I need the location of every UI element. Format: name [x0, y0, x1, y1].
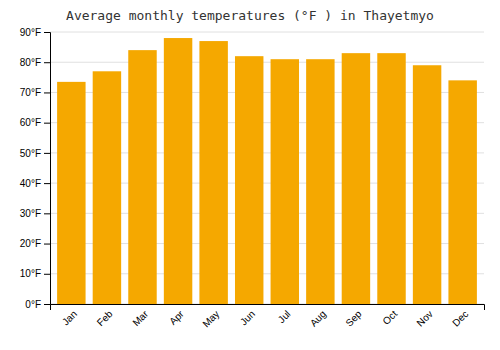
x-tick-label: Oct	[381, 308, 400, 327]
x-tick: Feb	[95, 308, 115, 328]
y-tick: 30°F	[20, 208, 50, 219]
grid	[50, 32, 484, 304]
y-tick-label: 90°F	[20, 27, 41, 38]
x-tick-label: Jan	[60, 308, 79, 327]
y-tick-label: 80°F	[20, 57, 41, 68]
x-tick-label: Mar	[130, 308, 150, 328]
y-tick-mark	[44, 92, 50, 93]
y-tick-label: 40°F	[20, 178, 41, 189]
y-tick: 20°F	[20, 238, 50, 249]
x-tick: Nov	[414, 308, 434, 328]
bar	[93, 71, 121, 304]
x-tick-label: May	[200, 308, 221, 329]
bar	[342, 53, 370, 304]
y-axis: 0°F 10°F 20°F 30°F 40°F 50°F 60°F 70°F 80°F 90°F	[20, 27, 51, 310]
x-axis: Jan Feb Mar Apr May Jun Jul Aug Sep Oct Nov Dec	[51, 305, 485, 330]
x-tick: Mar	[130, 308, 150, 328]
y-tick-label: 50°F	[20, 148, 41, 159]
x-tick-label: Sep	[343, 308, 364, 329]
plot: 0°F 10°F 20°F 30°F 40°F 50°F 60°F 70°F 80°F 90°F J…	[20, 27, 485, 330]
y-tick-label: 10°F	[20, 268, 41, 279]
bar	[199, 41, 227, 304]
title: Average monthly temperatures (°F ) in Th…	[66, 8, 434, 23]
x-tick: May	[200, 308, 221, 329]
y-tick-label: 0°F	[25, 299, 41, 310]
bar	[164, 38, 192, 304]
y-tick: 0°F	[25, 299, 50, 310]
bar	[271, 59, 299, 304]
bar	[57, 82, 85, 304]
y-tick: 50°F	[20, 148, 50, 159]
x-tick-label: Dec	[450, 308, 470, 328]
x-tick-label: Nov	[414, 308, 434, 328]
y-tick-mark	[44, 32, 50, 33]
bars	[57, 38, 477, 304]
y-tick-mark	[44, 62, 50, 63]
x-tick: Oct	[381, 308, 400, 327]
bar	[128, 50, 156, 304]
y-tick-mark	[44, 153, 50, 154]
x-tick: Jun	[238, 308, 257, 327]
y-tick-mark	[44, 183, 50, 184]
y-tick-mark	[44, 274, 50, 275]
y-tick: 80°F	[20, 57, 50, 68]
x-axis-line	[51, 305, 485, 311]
y-tick-label: 20°F	[20, 238, 41, 249]
x-tick-label: Jul	[276, 308, 293, 325]
bar	[448, 80, 476, 304]
chart: Average monthly temperatures (°F ) in Th…	[0, 0, 500, 350]
bar	[377, 53, 405, 304]
grid-line	[50, 62, 484, 63]
y-tick: 40°F	[20, 178, 50, 189]
y-tick-mark	[44, 213, 50, 214]
x-tick-label: Jun	[238, 308, 257, 327]
x-tick: Apr	[167, 308, 186, 327]
y-tick: 60°F	[20, 117, 50, 128]
y-axis-line	[44, 33, 51, 305]
y-tick: 10°F	[20, 268, 50, 279]
x-tick-label: Apr	[167, 308, 186, 327]
bar	[413, 65, 441, 304]
grid-line	[50, 32, 484, 33]
y-tick-mark	[44, 244, 50, 245]
y-tick-mark	[44, 123, 50, 124]
bar	[306, 59, 334, 304]
y-tick-mark	[44, 304, 50, 305]
bar	[235, 56, 263, 304]
x-tick: Jan	[60, 308, 79, 327]
x-tick-label: Aug	[308, 308, 328, 328]
x-tick: Aug	[308, 308, 328, 328]
x-tick: Dec	[450, 308, 470, 328]
y-tick-label: 30°F	[20, 208, 41, 219]
x-tick: Jul	[276, 308, 293, 325]
y-tick: 90°F	[20, 27, 50, 38]
x-tick: Sep	[343, 308, 364, 329]
y-tick: 70°F	[20, 87, 50, 98]
y-tick-label: 70°F	[20, 87, 41, 98]
x-tick-label: Feb	[95, 308, 115, 328]
y-tick-label: 60°F	[20, 117, 41, 128]
